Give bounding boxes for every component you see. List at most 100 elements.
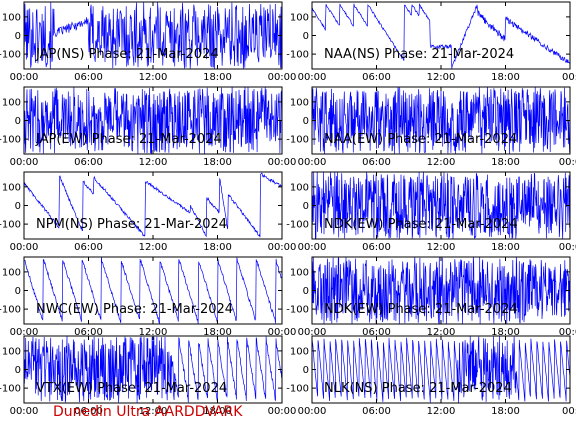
y-tick-label: -100 [286, 50, 309, 61]
x-tick-label: 00:00 [298, 72, 327, 83]
footer-label: Dunedin Ultra AARDDVARK [53, 404, 243, 420]
y-tick-label: 0 [15, 286, 21, 297]
x-tick-label: 06:00 [74, 72, 103, 83]
y-tick-label: 100 [290, 12, 309, 23]
x-tick-label: 12:00 [139, 406, 168, 417]
y-tick-label: 0 [15, 116, 21, 127]
y-tick-label: 100 [2, 97, 21, 108]
phase-panel-7: 100 0 -100 00:00 06:00 12:00 18:00 00:00 NWC(EW)… [0, 256, 297, 338]
phase-panel-3: 100 0 -100 00:00 06:00 12:00 18:00 00:00 JAP(EW)… [0, 86, 297, 168]
panel-title: JAP(EW) Phase: 21-Mar-2024 [35, 132, 222, 147]
x-tick-label: 18:00 [491, 242, 520, 253]
panel-title: NLK(NS) Phase: 21-Mar-2024 [324, 381, 512, 396]
x-tick-label: 00:00 [10, 406, 39, 417]
x-tick-label: 06:00 [362, 327, 391, 338]
y-tick-label: 0 [303, 31, 309, 42]
x-tick-label: 12:00 [427, 157, 456, 168]
x-tick-label: 06:00 [362, 157, 391, 168]
x-tick-label: 18:00 [203, 327, 232, 338]
x-tick-label: 18:00 [491, 327, 520, 338]
x-tick-label: 00:00 [10, 157, 39, 168]
phase-series-line [24, 172, 282, 238]
y-tick-label: 0 [15, 365, 21, 376]
x-tick-label: 00:00 [268, 72, 297, 83]
y-tick-label: -100 [286, 305, 309, 316]
y-tick-label: -100 [286, 384, 309, 395]
y-tick-label: -100 [286, 220, 309, 231]
x-tick-label: 06:00 [74, 406, 103, 417]
panel-title: NDK(EW) Phase: 21-Mar-2024 [324, 217, 518, 232]
x-tick-label: 18:00 [203, 406, 232, 417]
phase-panel-1: 100 0 -100 00:00 06:00 12:00 18:00 00:00 JAP(NS)… [0, 1, 297, 83]
y-tick-label: 100 [2, 267, 21, 278]
x-tick-label: 00:00 [268, 406, 297, 417]
x-tick-label: 18:00 [203, 242, 232, 253]
y-tick-label: -100 [0, 50, 21, 61]
x-tick-label: 12:00 [139, 72, 168, 83]
x-tick-label: 12:00 [427, 72, 456, 83]
x-tick-label: 12:00 [139, 327, 168, 338]
y-tick-label: 0 [15, 31, 21, 42]
y-tick-label: 0 [303, 116, 309, 127]
panel-title: NWC(EW) Phase: 21-Mar-2024 [36, 302, 233, 317]
y-tick-label: -100 [0, 135, 21, 146]
x-tick-label: 06:00 [362, 242, 391, 253]
phase-panel-8: 100 0 -100 00:00 06:00 12:00 18:00 00:0 NDK(EW) … [286, 256, 576, 338]
phase-panel-5: 100 0 -100 00:00 06:00 12:00 18:00 00:00 NPM(NS)… [0, 171, 297, 253]
x-tick-label: 00:00 [298, 242, 327, 253]
x-tick-label: 00: [562, 406, 576, 417]
x-tick-label: 06:00 [362, 406, 391, 417]
x-tick-label: 18:00 [203, 72, 232, 83]
x-tick-label: 06:00 [362, 72, 391, 83]
x-tick-label: 00:0 [559, 327, 576, 338]
phase-series-line [312, 257, 570, 324]
phase-panel-9: 100 0 -100 00:00 06:00 12:00 18:00 00:00 VTX(EW)… [0, 335, 297, 417]
x-tick-label: 00:00 [10, 72, 39, 83]
x-tick-label: 00:00 [268, 242, 297, 253]
phase-series-line [312, 336, 570, 403]
x-tick-label: 12:00 [427, 327, 456, 338]
x-tick-label: 12:00 [427, 406, 456, 417]
y-tick-label: 100 [2, 12, 21, 23]
y-tick-label: -100 [0, 384, 21, 395]
y-tick-label: 100 [2, 182, 21, 193]
x-tick-label: 18:00 [203, 157, 232, 168]
phase-panel-6: 100 0 -100 00:00 06:00 12:00 18:00 00:0 NDK(EW) … [286, 171, 576, 253]
y-tick-label: 0 [303, 201, 309, 212]
phase-panel-10: 100 0 -100 00:00 06:00 12:00 18:00 00: NLK(NS) P… [286, 335, 576, 417]
x-tick-label: 18:00 [491, 157, 520, 168]
panel-title: NPM(NS) Phase: 21-Mar-2024 [36, 217, 227, 232]
y-tick-label: 100 [290, 97, 309, 108]
y-tick-label: -100 [0, 220, 21, 231]
x-tick-label: 18:00 [491, 406, 520, 417]
x-tick-label: 00:0 [559, 157, 576, 168]
panel-title: JAP(NS) Phase: 21-Mar-2024 [35, 47, 219, 62]
x-tick-label: 00:00 [298, 157, 327, 168]
phase-series-line [312, 172, 570, 239]
x-tick-label: 00:00 [268, 327, 297, 338]
x-tick-label: 00:0 [559, 242, 576, 253]
x-tick-label: 12:00 [139, 157, 168, 168]
x-tick-label: 00:00 [10, 242, 39, 253]
x-tick-label: 00:00 [298, 406, 327, 417]
x-tick-label: 00:00 [10, 327, 39, 338]
phase-panel-2: 100 0 -100 00:00 06:00 12:00 18:00 00: NAA(NS) P… [286, 1, 576, 83]
panel-title: NAA(NS) Phase: 21-Mar-2024 [324, 47, 514, 62]
x-tick-label: 06:00 [74, 327, 103, 338]
phase-series-line [312, 3, 570, 69]
panel-title: VTX(EW) Phase: 21-Mar-2024 [36, 381, 227, 396]
panel-title: NAA(EW) Phase: 21-Mar-2024 [324, 132, 517, 147]
y-tick-label: 100 [290, 267, 309, 278]
y-tick-label: 100 [290, 182, 309, 193]
x-tick-label: 00:00 [268, 157, 297, 168]
phase-panel-4: 100 0 -100 00:00 06:00 12:00 18:00 00:0 NAA(EW) … [286, 86, 576, 168]
x-tick-label: 00:00 [298, 327, 327, 338]
x-tick-label: 12:00 [139, 242, 168, 253]
y-tick-label: 0 [15, 201, 21, 212]
y-tick-label: 0 [303, 365, 309, 376]
phase-series-line [24, 2, 282, 69]
phase-series-line [24, 257, 282, 324]
y-tick-label: 100 [290, 346, 309, 357]
x-tick-label: 06:00 [74, 157, 103, 168]
